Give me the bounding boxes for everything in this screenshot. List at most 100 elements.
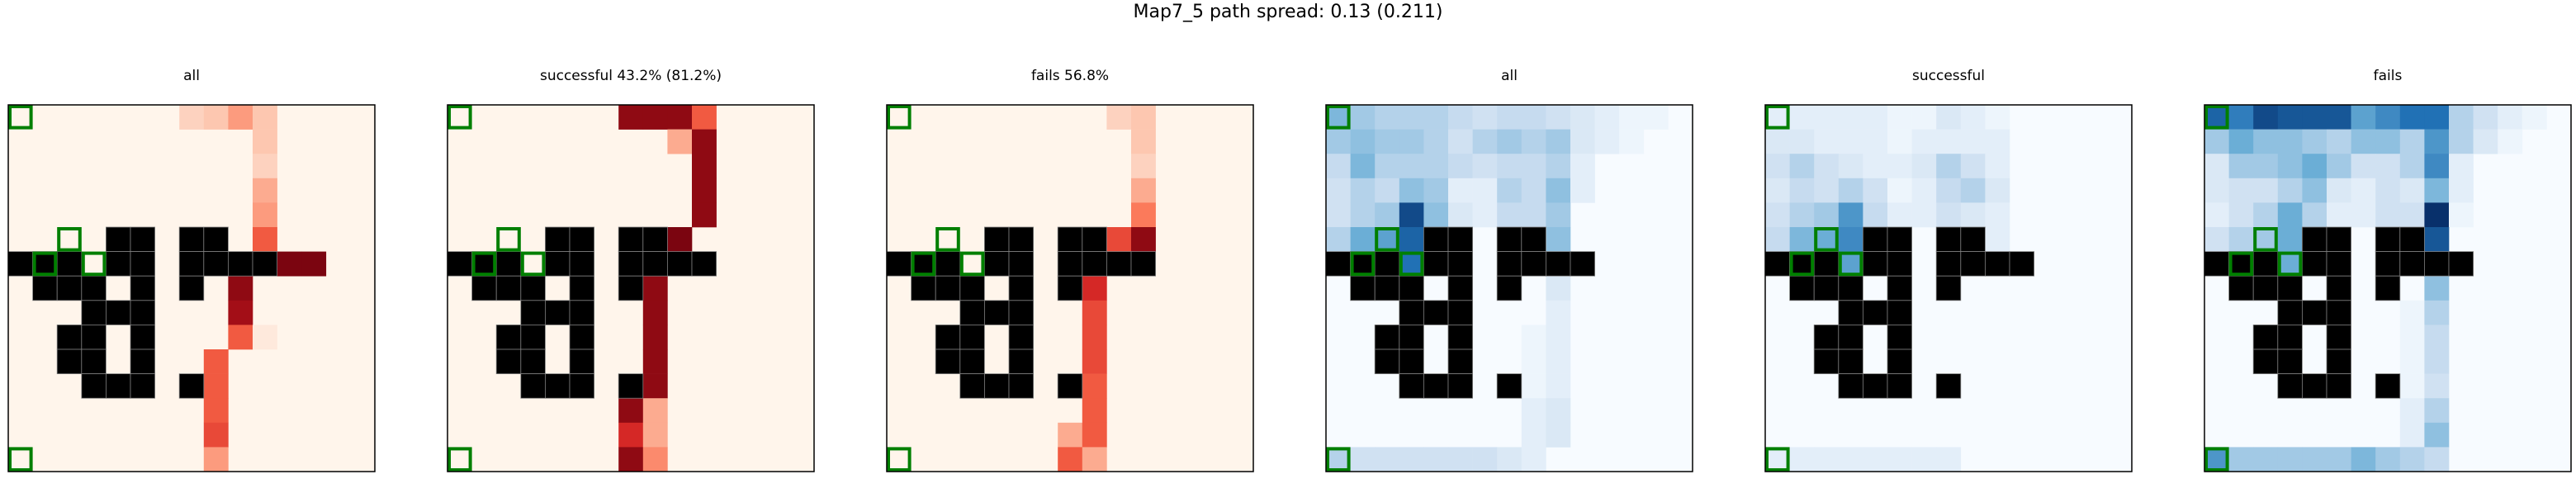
wall-cell — [984, 251, 1010, 277]
wall-cell — [545, 373, 571, 399]
heatmap-cell — [1497, 447, 1522, 472]
wall-cell — [2302, 300, 2327, 325]
heatmap-cell — [2498, 129, 2523, 154]
marker-square — [1399, 251, 1424, 277]
wall-cell — [56, 349, 83, 375]
heatmap-cell — [2424, 227, 2450, 252]
heatmap-cell — [1814, 447, 1840, 472]
heatmap-cell — [1887, 447, 1912, 472]
heatmap-cell — [1472, 105, 1498, 130]
heatmap-cell — [2375, 447, 2401, 472]
wall-cell — [495, 349, 522, 375]
wall-cell — [1447, 251, 1474, 277]
wall-cell — [1521, 226, 1546, 253]
heatmap-cell — [1911, 154, 1937, 179]
wall-cell — [1423, 251, 1449, 277]
heatmap-cell — [1887, 202, 1912, 228]
wall-cell — [2252, 275, 2279, 301]
wall-cell — [1399, 373, 1424, 399]
heatmap-cell — [1838, 178, 1863, 203]
wall-cell — [1008, 275, 1035, 301]
heatmap-cell — [1497, 178, 1522, 203]
wall-cell — [1838, 349, 1863, 375]
wall-cell — [959, 324, 985, 350]
heatmap-cell — [1131, 227, 1156, 252]
heatmap-cell — [1936, 178, 1962, 203]
heatmap-cell — [1521, 447, 1546, 472]
heatmap-cell — [2399, 349, 2425, 374]
wall-cell — [81, 373, 107, 399]
wall-cell — [1008, 324, 1035, 350]
wall-cell — [691, 251, 717, 277]
heatmap-cell — [2277, 129, 2303, 154]
heatmap-cell — [1521, 398, 1546, 424]
wall-cell — [2277, 373, 2303, 399]
heatmap-cell — [2375, 154, 2401, 179]
heatmap-cell — [1326, 105, 1351, 130]
heatmap-cell — [2277, 227, 2303, 252]
wall-cell — [2277, 300, 2303, 325]
wall-cell — [2375, 373, 2401, 399]
wall-cell — [520, 275, 546, 301]
heatmap-cell — [2228, 129, 2254, 154]
heatmap-cell — [642, 373, 668, 399]
wall-cell — [935, 324, 961, 350]
heatmap-cell — [1082, 447, 1107, 472]
wall-cell — [1350, 275, 1376, 301]
heatmap-cell — [1472, 202, 1498, 228]
heatmap-cell — [1326, 178, 1351, 203]
wall-cell — [1008, 349, 1035, 375]
heatmap-cell — [1497, 129, 1522, 154]
heatmap-cell — [1399, 178, 1424, 203]
heatmap-cell — [2424, 202, 2450, 228]
wall-cell — [569, 251, 595, 277]
heatmap-cell — [1985, 202, 2010, 228]
heatmap-cell — [1546, 227, 1571, 252]
heatmap-cell — [642, 325, 668, 350]
heatmap-cell — [1789, 178, 1815, 203]
heatmap-cell — [2399, 300, 2425, 325]
heatmap-cell — [667, 105, 693, 130]
heatmap-cell — [1789, 154, 1815, 179]
heatmap-cell — [667, 227, 693, 252]
figure-title: Map7_5 path spread: 0.13 (0.211) — [1133, 2, 1443, 22]
heatmap-cell — [2424, 325, 2450, 350]
wall-cell — [2302, 226, 2327, 253]
wall-cell — [569, 300, 595, 325]
wall-cell — [1374, 251, 1400, 277]
marker-square — [1326, 105, 1351, 130]
wall-cell — [227, 251, 253, 277]
marker-square — [57, 227, 82, 252]
heatmap-cell — [2375, 178, 2401, 203]
wall-cell — [2277, 349, 2303, 375]
heatmap-cell — [2277, 154, 2303, 179]
wall-cell — [1521, 251, 1546, 277]
heatmap-cell — [2302, 154, 2327, 179]
wall-cell — [569, 226, 595, 253]
heatmap-cell — [2351, 154, 2376, 179]
heatmap-cell — [1375, 129, 1400, 154]
heatmap-cell — [228, 325, 253, 350]
heatmap-cell — [203, 349, 229, 374]
wall-cell — [2326, 275, 2352, 301]
heatmap-cell — [1472, 129, 1498, 154]
heatmap-cell — [1375, 227, 1400, 252]
heatmap-panel — [1325, 104, 1693, 472]
heatmap-cell — [253, 105, 277, 130]
wall-cell — [1935, 226, 1962, 253]
heatmap-cell — [1448, 447, 1473, 472]
heatmap-cell — [1838, 447, 1863, 472]
heatmap-cell — [1887, 105, 1912, 130]
heatmap-cell — [2375, 129, 2401, 154]
wall-cell — [1764, 251, 1791, 277]
heatmap-panel — [1764, 104, 2133, 472]
wall-cell — [1838, 300, 1863, 325]
wall-cell — [2375, 275, 2401, 301]
heatmap-cell — [1789, 105, 1815, 130]
wall-cell — [959, 300, 985, 325]
heatmap-cell — [2351, 447, 2376, 472]
wall-cell — [1350, 251, 1376, 277]
wall-cell — [178, 251, 205, 277]
wall-cell — [130, 324, 156, 350]
heatmap-cell — [1399, 447, 1424, 472]
